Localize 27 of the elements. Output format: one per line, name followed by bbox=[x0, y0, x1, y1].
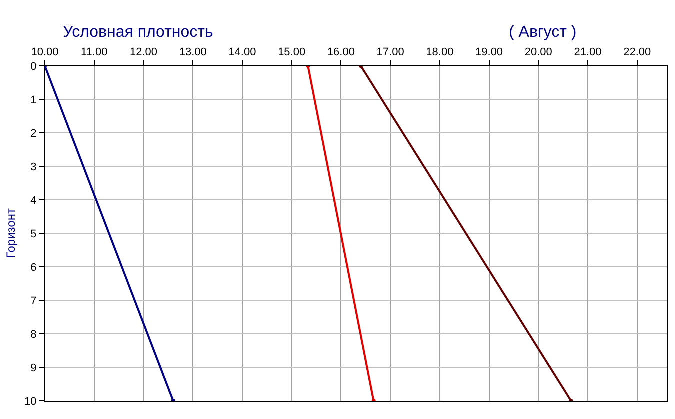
x-tick-label: 22.00 bbox=[624, 46, 652, 59]
y-tick-label: 5 bbox=[30, 228, 37, 240]
y-tick-label: 2 bbox=[30, 128, 37, 140]
y-tick-label: 1 bbox=[30, 94, 37, 106]
y-tick-label: 8 bbox=[30, 328, 37, 341]
x-tick-label: 18.00 bbox=[426, 46, 454, 59]
chart-subtitle: ( Август ) bbox=[509, 24, 577, 41]
x-tick-label: 13.00 bbox=[179, 46, 207, 59]
x-tick-label: 15.00 bbox=[278, 46, 306, 59]
x-tick-label: 21.00 bbox=[574, 46, 602, 59]
x-tick-label: 16.00 bbox=[327, 46, 355, 59]
y-tick-label: 4 bbox=[30, 194, 37, 207]
y-tick-label: 10 bbox=[24, 396, 37, 408]
x-tick-label: 19.00 bbox=[476, 46, 504, 59]
x-tick-label: 10.00 bbox=[31, 46, 59, 59]
x-tick-label: 20.00 bbox=[524, 46, 552, 59]
x-tick-label: 17.00 bbox=[376, 46, 404, 59]
chart-title: Условная плотность bbox=[63, 24, 214, 41]
y-tick-label: 6 bbox=[30, 262, 37, 274]
y-tick-label: 3 bbox=[30, 161, 37, 174]
y-tick-label: 7 bbox=[30, 295, 37, 308]
y-axis-title: Горизонт bbox=[4, 208, 18, 258]
y-tick-label: 0 bbox=[30, 60, 37, 73]
x-tick-label: 12.00 bbox=[130, 46, 158, 59]
y-tick-label: 9 bbox=[30, 362, 37, 374]
x-tick-label: 14.00 bbox=[228, 46, 256, 59]
x-tick-label: 11.00 bbox=[81, 46, 108, 59]
